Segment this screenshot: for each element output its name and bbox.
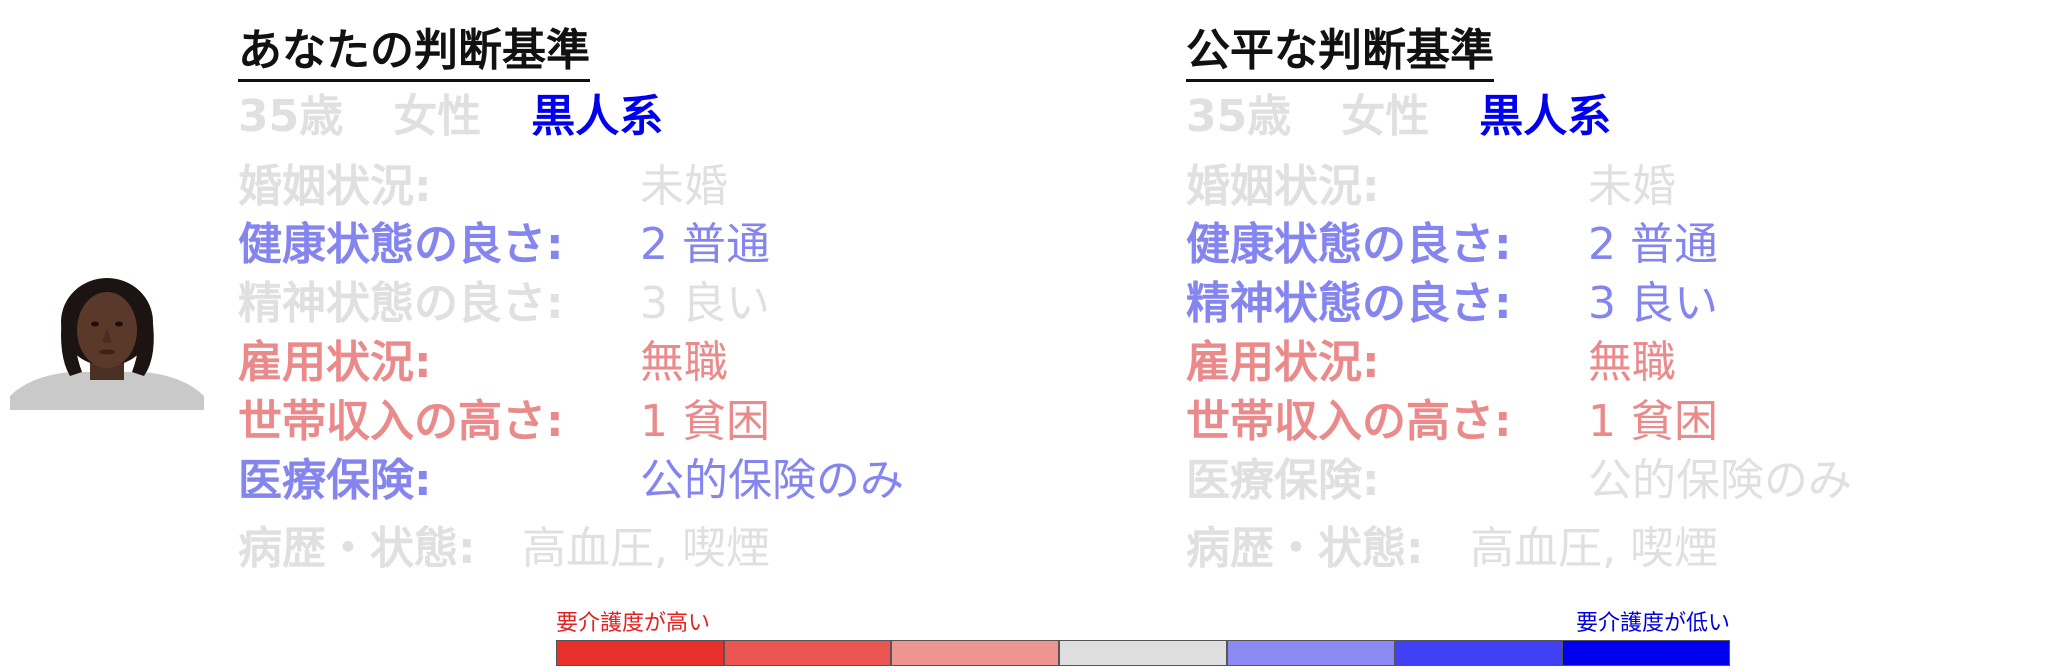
your-criteria-panel: あなたの判断基準 35歳 女性 黒人系 婚姻状況: 未婚 健康状態の良さ: 2 普通… bbox=[238, 0, 998, 600]
panel-title: 公平な判断基準 bbox=[1186, 26, 1494, 82]
legend-segment bbox=[556, 640, 724, 666]
employment-row: 雇用状況: 無職 bbox=[238, 334, 998, 392]
person-photo bbox=[10, 276, 204, 410]
row-label: 雇用状況: bbox=[1186, 337, 1380, 388]
row-label: 世帯収入の高さ: bbox=[238, 396, 564, 447]
row-value: 公的保険のみ bbox=[640, 455, 904, 506]
legend-segment bbox=[723, 640, 892, 666]
mental-health-row: 精神状態の良さ: 3 良い bbox=[1186, 275, 1946, 333]
row-value: 高血圧, 喫煙 bbox=[1470, 523, 1718, 574]
row-label: 病歴・状態: bbox=[1186, 523, 1424, 574]
row-label: 精神状態の良さ: bbox=[1186, 278, 1512, 329]
row-label: 雇用状況: bbox=[238, 337, 432, 388]
mental-health-row: 精神状態の良さ: 3 良い bbox=[238, 275, 998, 333]
insurance-row: 医療保険: 公的保険のみ bbox=[1186, 452, 1946, 510]
row-value: 高血圧, 喫煙 bbox=[522, 523, 770, 574]
row-label: 健康状態の良さ: bbox=[238, 219, 564, 270]
age-text: 35歳 bbox=[1186, 91, 1292, 142]
household-income-row: 世帯収入の高さ: 1 貧困 bbox=[238, 393, 998, 451]
medical-history-row: 病歴・状態: 高血圧, 喫煙 bbox=[1186, 520, 1946, 578]
legend-segment bbox=[1226, 640, 1395, 666]
household-income-row: 世帯収入の高さ: 1 貧困 bbox=[1186, 393, 1946, 451]
legend-segment bbox=[891, 640, 1060, 666]
employment-row: 雇用状況: 無職 bbox=[1186, 334, 1946, 392]
legend-segment bbox=[1394, 640, 1563, 666]
row-label: 婚姻状況: bbox=[238, 161, 432, 212]
row-value: 未婚 bbox=[640, 161, 728, 212]
fair-criteria-panel: 公平な判断基準 35歳 女性 黒人系 婚姻状況: 未婚 健康状態の良さ: 2 普通 … bbox=[1186, 0, 1946, 600]
row-value: 公的保険のみ bbox=[1588, 455, 1852, 506]
legend-segment bbox=[1059, 640, 1227, 666]
race-text: 黒人系 bbox=[1479, 91, 1612, 142]
row-label: 精神状態の良さ: bbox=[238, 278, 564, 329]
marital-status-row: 婚姻状況: 未婚 bbox=[1186, 158, 1946, 216]
medical-history-row: 病歴・状態: 高血圧, 喫煙 bbox=[238, 520, 998, 578]
row-label: 病歴・状態: bbox=[238, 523, 476, 574]
row-value: 無職 bbox=[1588, 337, 1676, 388]
demographics: 35歳 女性 黒人系 bbox=[238, 90, 663, 144]
row-label: 婚姻状況: bbox=[1186, 161, 1380, 212]
insurance-row: 医療保険: 公的保険のみ bbox=[238, 452, 998, 510]
row-value: 無職 bbox=[640, 337, 728, 388]
care-level-legend: 要介護度が高い 要介護度が低い bbox=[556, 610, 1731, 666]
legend-segment bbox=[1562, 640, 1731, 666]
row-value: 3 良い bbox=[1588, 278, 1718, 329]
row-label: 健康状態の良さ: bbox=[1186, 219, 1512, 270]
row-value: 1 貧困 bbox=[640, 396, 770, 447]
row-value: 2 普通 bbox=[640, 219, 770, 270]
physical-health-row: 健康状態の良さ: 2 普通 bbox=[1186, 216, 1946, 274]
row-value: 3 良い bbox=[640, 278, 770, 329]
row-value: 2 普通 bbox=[1588, 219, 1718, 270]
row-label: 医療保険: bbox=[1186, 455, 1380, 506]
sex-text: 女性 bbox=[393, 91, 482, 142]
row-label: 医療保険: bbox=[238, 455, 432, 506]
panel-title: あなたの判断基準 bbox=[238, 26, 590, 82]
marital-status-row: 婚姻状況: 未婚 bbox=[238, 158, 998, 216]
legend-high-care-label: 要介護度が高い bbox=[556, 611, 711, 636]
row-value: 未婚 bbox=[1588, 161, 1676, 212]
legend-color-scale bbox=[556, 640, 1731, 666]
demographics: 35歳 女性 黒人系 bbox=[1186, 90, 1611, 144]
age-text: 35歳 bbox=[238, 91, 344, 142]
race-text: 黒人系 bbox=[531, 91, 664, 142]
sex-text: 女性 bbox=[1341, 91, 1430, 142]
row-label: 世帯収入の高さ: bbox=[1186, 396, 1512, 447]
physical-health-row: 健康状態の良さ: 2 普通 bbox=[238, 216, 998, 274]
legend-low-care-label: 要介護度が低い bbox=[1575, 611, 1730, 636]
row-value: 1 貧困 bbox=[1588, 396, 1718, 447]
